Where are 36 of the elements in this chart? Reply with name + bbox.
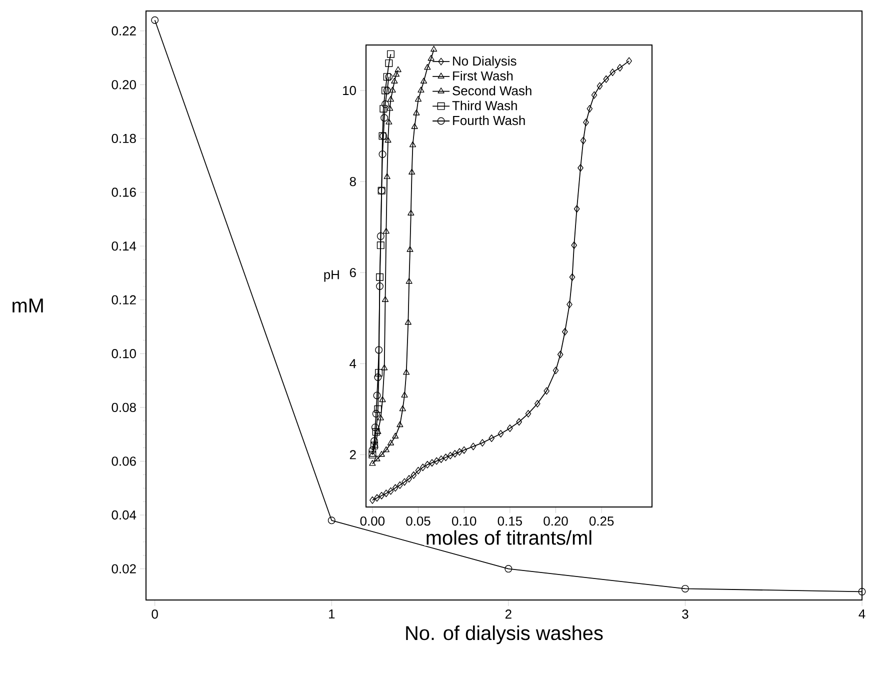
y-tick-label: 10 — [343, 86, 356, 96]
x-tick-label: 1 — [329, 610, 335, 618]
legend-label: Fourth Wash — [453, 116, 525, 126]
x-axis-title: No. of dialysis washes — [406, 626, 603, 644]
y-tick-label: 0.12 — [112, 295, 136, 304]
y-tick-label: 4 — [350, 359, 356, 368]
y-axis-title: pH — [324, 270, 339, 282]
y-tick-label: 0.06 — [112, 456, 136, 466]
x-tick-label: 4 — [858, 610, 866, 618]
legend-label: Second Wash — [452, 86, 532, 96]
legend-label: Third Wash — [452, 100, 517, 110]
x-tick-label: 0.25 — [589, 516, 614, 526]
y-tick-label: 8 — [350, 176, 356, 186]
y-tick-label: 0.20 — [112, 80, 136, 90]
y-tick-label: 0.16 — [112, 188, 136, 197]
legend-label: First Wash — [453, 70, 513, 80]
x-tick-label: 0 — [152, 610, 158, 619]
y-tick-label: 0.18 — [112, 134, 136, 144]
legend-label: No Dialysis — [453, 56, 516, 68]
y-tick-label: 0.10 — [112, 349, 136, 358]
y-tick-label: 2 — [350, 450, 356, 460]
x-tick-label: 0.00 — [360, 516, 385, 526]
y-tick-label: 0.02 — [112, 564, 136, 574]
y-tick-label: 0.22 — [112, 26, 136, 36]
x-tick-label: 2 — [505, 610, 512, 619]
x-tick-label: 0.05 — [406, 516, 430, 526]
x-tick-label: 3 — [682, 610, 688, 619]
y-tick-label: 0.04 — [112, 510, 136, 520]
y-axis-title: mM — [12, 298, 43, 312]
x-tick-label: 0.15 — [498, 516, 522, 526]
y-tick-label: 0.08 — [112, 402, 136, 412]
y-tick-label: 6 — [350, 268, 356, 278]
x-tick-label: 0.10 — [452, 516, 476, 526]
x-tick-label: 0.20 — [544, 516, 568, 526]
x-axis-title: moles of titrants/ml — [426, 530, 592, 545]
y-tick-label: 0.14 — [112, 241, 136, 251]
